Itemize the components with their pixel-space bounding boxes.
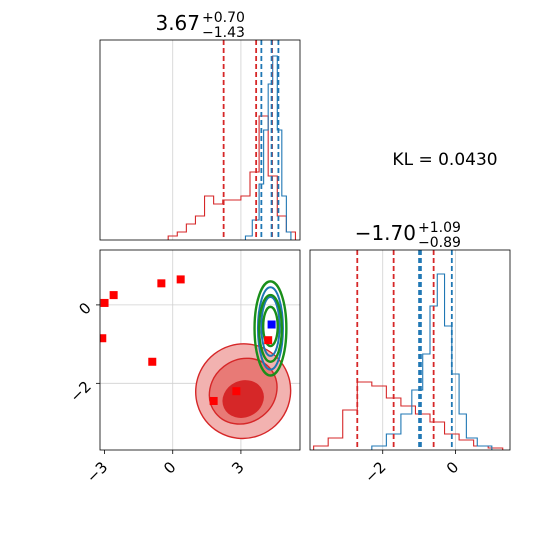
- red-square-marker: [209, 396, 218, 405]
- x-tick-label: 0: [443, 458, 462, 477]
- red-square-marker: [232, 387, 241, 396]
- green-density-contour: [253, 280, 288, 377]
- blue-histogram-series: [371, 273, 493, 450]
- red-square-marker: [264, 336, 273, 345]
- red-square-marker: [148, 357, 157, 366]
- marginal-histogram-y: −2 0 −1.70 +1.09 −0.89: [309, 220, 511, 486]
- blue-square-marker: [267, 320, 276, 329]
- x-tick-label: −2: [361, 458, 389, 486]
- x-tick-label: 0: [160, 458, 179, 477]
- x-tick-label: −3: [83, 458, 111, 486]
- blue-histogram-series: [244, 55, 292, 240]
- red-square-marker: [100, 334, 107, 343]
- axes-frame: [99, 249, 301, 451]
- title-value-x: 3.67: [155, 11, 200, 35]
- red-square-marker: [109, 291, 118, 300]
- title-lower-y: −0.89: [418, 235, 461, 251]
- red-histogram-series: [313, 381, 504, 450]
- red-square-marker: [100, 298, 109, 307]
- kl-divergence-label: KL = 0.0430: [392, 150, 497, 170]
- green-density-contour: [261, 305, 279, 348]
- y-tick-label: −2: [66, 377, 94, 405]
- red-square-marker: [157, 279, 166, 288]
- title-lower-x: −1.43: [202, 25, 245, 41]
- red-square-marker: [176, 275, 185, 284]
- blue-density-contour: [260, 296, 281, 357]
- x-tick-label: 3: [228, 458, 247, 477]
- title-value-y: −1.70: [355, 221, 416, 245]
- joint-density-panel: −3 0 3 −2 0: [66, 249, 301, 486]
- marginal-histogram-x: 3.67 +0.70 −1.43: [99, 10, 301, 241]
- title-upper-y: +1.09: [418, 220, 461, 236]
- y-tick-label: 0: [75, 299, 94, 318]
- green-density-contour: [257, 293, 284, 363]
- title-upper-x: +0.70: [202, 10, 245, 26]
- axes-frame: [99, 39, 301, 241]
- axes-frame: [309, 249, 511, 451]
- red-histogram-series: [167, 115, 297, 240]
